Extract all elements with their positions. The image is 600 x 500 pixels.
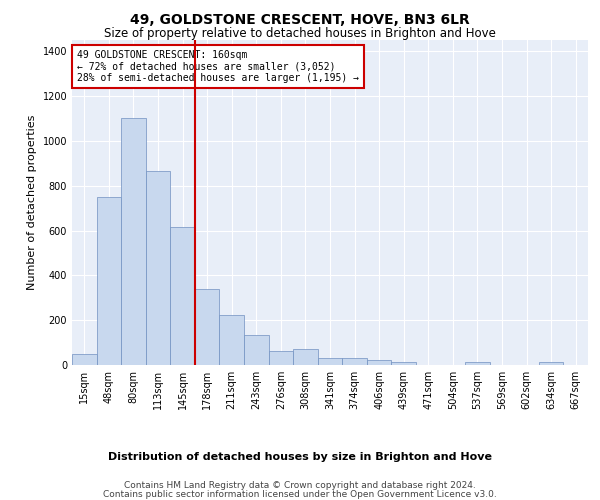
Bar [465,362,490,365]
Text: Size of property relative to detached houses in Brighton and Hove: Size of property relative to detached ho… [104,28,496,40]
Bar [244,334,269,365]
Bar [146,171,170,365]
Text: Distribution of detached houses by size in Brighton and Hove: Distribution of detached houses by size … [108,452,492,462]
Bar [220,314,244,365]
Bar [342,358,367,365]
Text: Contains HM Land Registry data © Crown copyright and database right 2024.: Contains HM Land Registry data © Crown c… [124,481,476,490]
Text: Contains public sector information licensed under the Open Government Licence v3: Contains public sector information licen… [103,490,497,499]
Bar [121,118,146,365]
Bar [97,197,121,365]
Text: 49 GOLDSTONE CRESCENT: 160sqm
← 72% of detached houses are smaller (3,052)
28% o: 49 GOLDSTONE CRESCENT: 160sqm ← 72% of d… [77,50,359,83]
Bar [72,354,97,365]
Bar [318,358,342,365]
Bar [391,362,416,365]
Bar [539,362,563,365]
Text: 49, GOLDSTONE CRESCENT, HOVE, BN3 6LR: 49, GOLDSTONE CRESCENT, HOVE, BN3 6LR [130,12,470,26]
Bar [293,350,318,365]
Bar [195,289,220,365]
Y-axis label: Number of detached properties: Number of detached properties [27,115,37,290]
Bar [170,227,195,365]
Bar [367,360,391,365]
Bar [269,351,293,365]
